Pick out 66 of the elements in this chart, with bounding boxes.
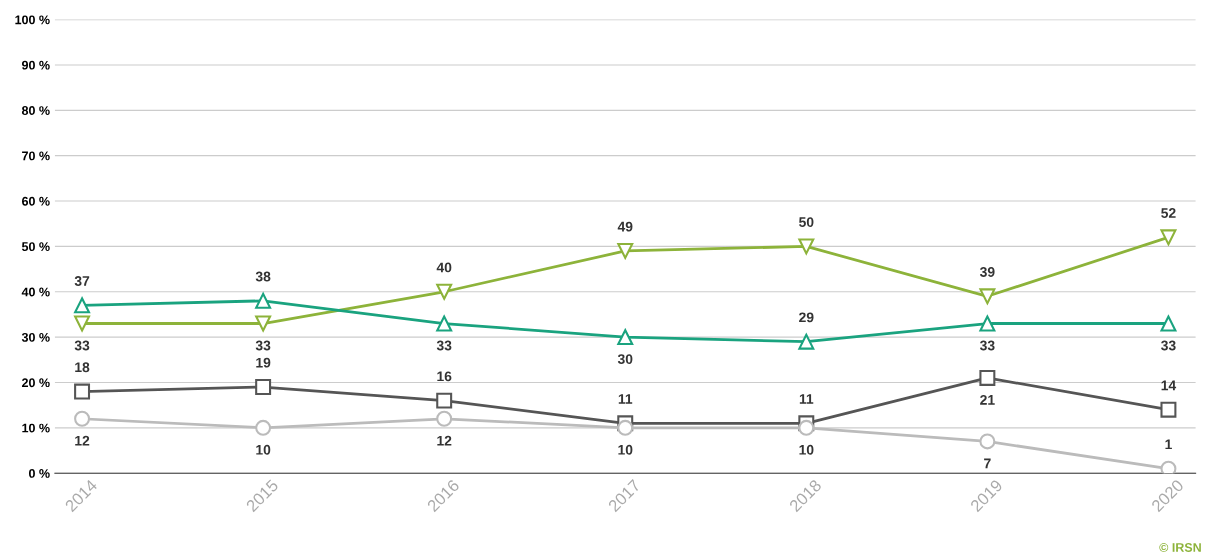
data-label: 1 (1165, 439, 1172, 450)
point (979, 288, 996, 305)
data-label: 11 (618, 394, 633, 404)
point (436, 410, 453, 427)
data-label: 10 (256, 444, 271, 455)
data-label: 38 (255, 271, 271, 282)
point (798, 419, 815, 436)
data-label: 14 (1161, 380, 1177, 391)
data-label: 12 (75, 435, 90, 446)
data-label: 10 (618, 444, 633, 455)
point (1160, 229, 1177, 246)
data-label: 52 (1161, 208, 1176, 218)
data-label: 21 (980, 394, 995, 405)
point (798, 333, 815, 350)
data-label: 30 (617, 354, 633, 365)
point (255, 419, 272, 436)
point (436, 392, 453, 409)
point (255, 315, 272, 332)
point (617, 242, 634, 259)
point (74, 297, 91, 314)
data-label: 33 (1161, 340, 1176, 351)
y-tick-label: 50 % (21, 242, 50, 252)
point (979, 315, 996, 332)
data-label: 49 (617, 221, 633, 232)
y-tick-label: 100 % (15, 15, 50, 25)
data-label: 33 (979, 340, 995, 351)
point (617, 329, 634, 346)
point (436, 283, 453, 300)
point (1160, 401, 1177, 418)
data-label: 33 (255, 340, 271, 351)
point (255, 379, 272, 395)
y-tick-label: 20 % (21, 378, 50, 388)
y-tick-label: 80 % (21, 106, 50, 115)
y-tick-label: 10 % (22, 423, 50, 433)
y-tick-label: 90 % (21, 60, 50, 70)
data-label: 12 (437, 435, 452, 446)
data-label: 39 (979, 267, 995, 277)
point (74, 383, 91, 400)
data-label: 33 (74, 340, 90, 351)
data-label: 16 (437, 371, 452, 382)
point (979, 433, 996, 450)
data-label: 18 (75, 362, 90, 373)
data-label: 37 (74, 276, 90, 286)
point (436, 315, 453, 332)
point (798, 238, 815, 255)
point (1160, 460, 1177, 474)
point (1160, 315, 1177, 332)
data-label: 7 (984, 458, 991, 469)
y-tick-label: 70 % (22, 151, 50, 161)
y-tick-label: 40 % (21, 287, 50, 297)
data-label: 50 (799, 217, 814, 227)
data-label: 40 (436, 262, 452, 273)
point (74, 315, 91, 332)
point (979, 369, 996, 386)
data-label: 11 (799, 394, 814, 404)
point (255, 292, 272, 309)
text: © IRSN (1159, 543, 1201, 552)
data-label: 33 (436, 340, 452, 351)
data-label: 19 (256, 357, 271, 368)
data-label: 29 (799, 312, 814, 323)
point (617, 419, 634, 436)
y-tick-label: 0 % (28, 469, 50, 478)
y-tick-label: 60 % (22, 196, 50, 206)
data-label: 10 (799, 444, 814, 455)
point (74, 410, 91, 427)
y-tick-label: 30 % (21, 332, 50, 342)
